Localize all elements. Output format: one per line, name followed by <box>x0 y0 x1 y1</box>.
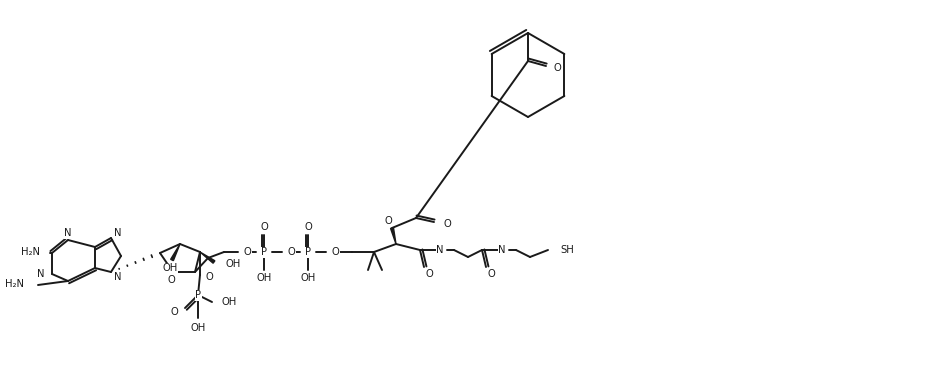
Polygon shape <box>200 252 215 263</box>
Text: O: O <box>426 269 433 279</box>
Text: H₂N: H₂N <box>21 247 39 257</box>
Polygon shape <box>390 227 396 244</box>
Text: P: P <box>195 290 201 300</box>
Text: O: O <box>244 247 252 257</box>
Text: O: O <box>443 219 451 229</box>
Text: O: O <box>167 275 175 285</box>
Text: O: O <box>305 222 312 232</box>
Text: P: P <box>261 247 267 257</box>
Text: O: O <box>170 307 178 317</box>
Text: OH: OH <box>226 259 242 269</box>
Text: O: O <box>332 247 339 257</box>
Text: OH: OH <box>301 273 316 283</box>
Text: O: O <box>554 63 562 73</box>
Text: OH: OH <box>163 263 178 273</box>
Text: OH: OH <box>222 297 237 307</box>
Text: N: N <box>436 245 444 255</box>
Text: O: O <box>288 247 296 257</box>
Text: P: P <box>305 247 311 257</box>
Text: SH: SH <box>560 245 573 255</box>
Text: OH: OH <box>257 273 272 283</box>
Text: O: O <box>488 269 495 279</box>
Text: O: O <box>384 216 392 226</box>
Text: OH: OH <box>191 323 206 333</box>
Text: O: O <box>206 272 213 282</box>
Text: O: O <box>260 222 268 232</box>
Text: N: N <box>38 269 45 279</box>
Text: N: N <box>64 228 71 238</box>
Polygon shape <box>171 244 180 261</box>
Text: N: N <box>114 228 121 238</box>
Text: H₂N: H₂N <box>5 279 24 289</box>
Text: N: N <box>114 272 121 282</box>
Text: N: N <box>498 245 506 255</box>
